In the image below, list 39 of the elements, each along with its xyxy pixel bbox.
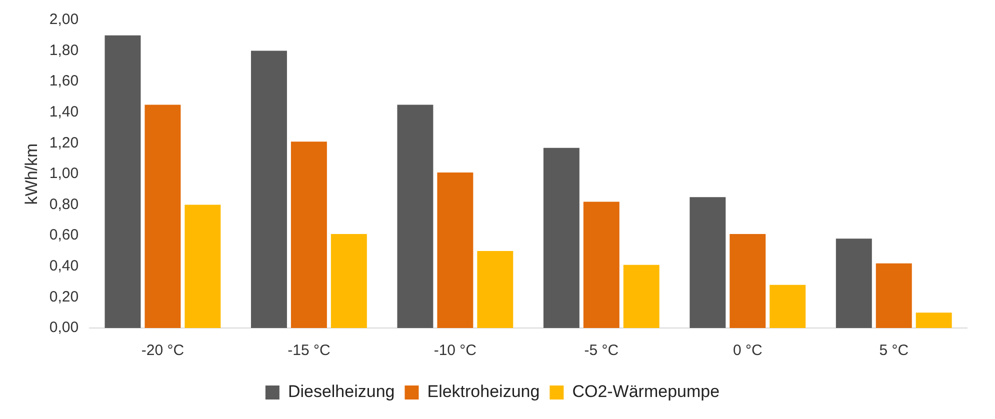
bar	[477, 251, 514, 328]
bar	[397, 104, 434, 328]
bar	[730, 234, 766, 328]
y-axis-title: kWh/km	[22, 143, 41, 205]
bar	[916, 312, 952, 328]
y-tick-label: 2,00	[49, 11, 79, 28]
bar	[144, 104, 181, 328]
x-tick-label: 0 °C	[732, 342, 762, 360]
y-tick-label: 1,60	[49, 72, 79, 90]
bar	[836, 238, 872, 328]
bar	[770, 284, 806, 328]
bar	[876, 263, 912, 328]
y-tick-label: 0,00	[49, 319, 79, 336]
y-tick-label: 1,80	[49, 42, 79, 59]
legend-label: Elektroheizung	[427, 382, 540, 402]
y-tick-label: 1,20	[49, 134, 79, 152]
bar	[250, 50, 287, 328]
x-tick-label: -20 °C	[141, 342, 184, 360]
y-tick-label: 0,40	[49, 258, 79, 275]
bar	[543, 148, 580, 328]
legend-label: CO2-Wärmepumpe	[572, 382, 720, 402]
y-tick-label: 0,20	[49, 288, 79, 306]
y-tick-label: 1,00	[49, 165, 79, 182]
bar	[104, 35, 141, 328]
legend-label: Dieselheizung	[288, 382, 395, 402]
x-tick-label: -5 °C	[584, 342, 619, 360]
y-tick-label: 0,80	[49, 196, 79, 213]
bar	[330, 234, 367, 328]
bar	[583, 202, 620, 328]
bar	[690, 197, 726, 328]
bar	[623, 264, 660, 328]
bar	[437, 172, 474, 328]
y-tick-label: 1,40	[49, 104, 79, 121]
x-tick-label: -15 °C	[288, 342, 330, 360]
x-tick-label: 5 °C	[879, 342, 909, 360]
bar	[290, 142, 327, 328]
x-tick-label: -10 °C	[434, 342, 477, 360]
y-tick-label: 0,60	[49, 226, 79, 244]
bar	[184, 204, 221, 328]
